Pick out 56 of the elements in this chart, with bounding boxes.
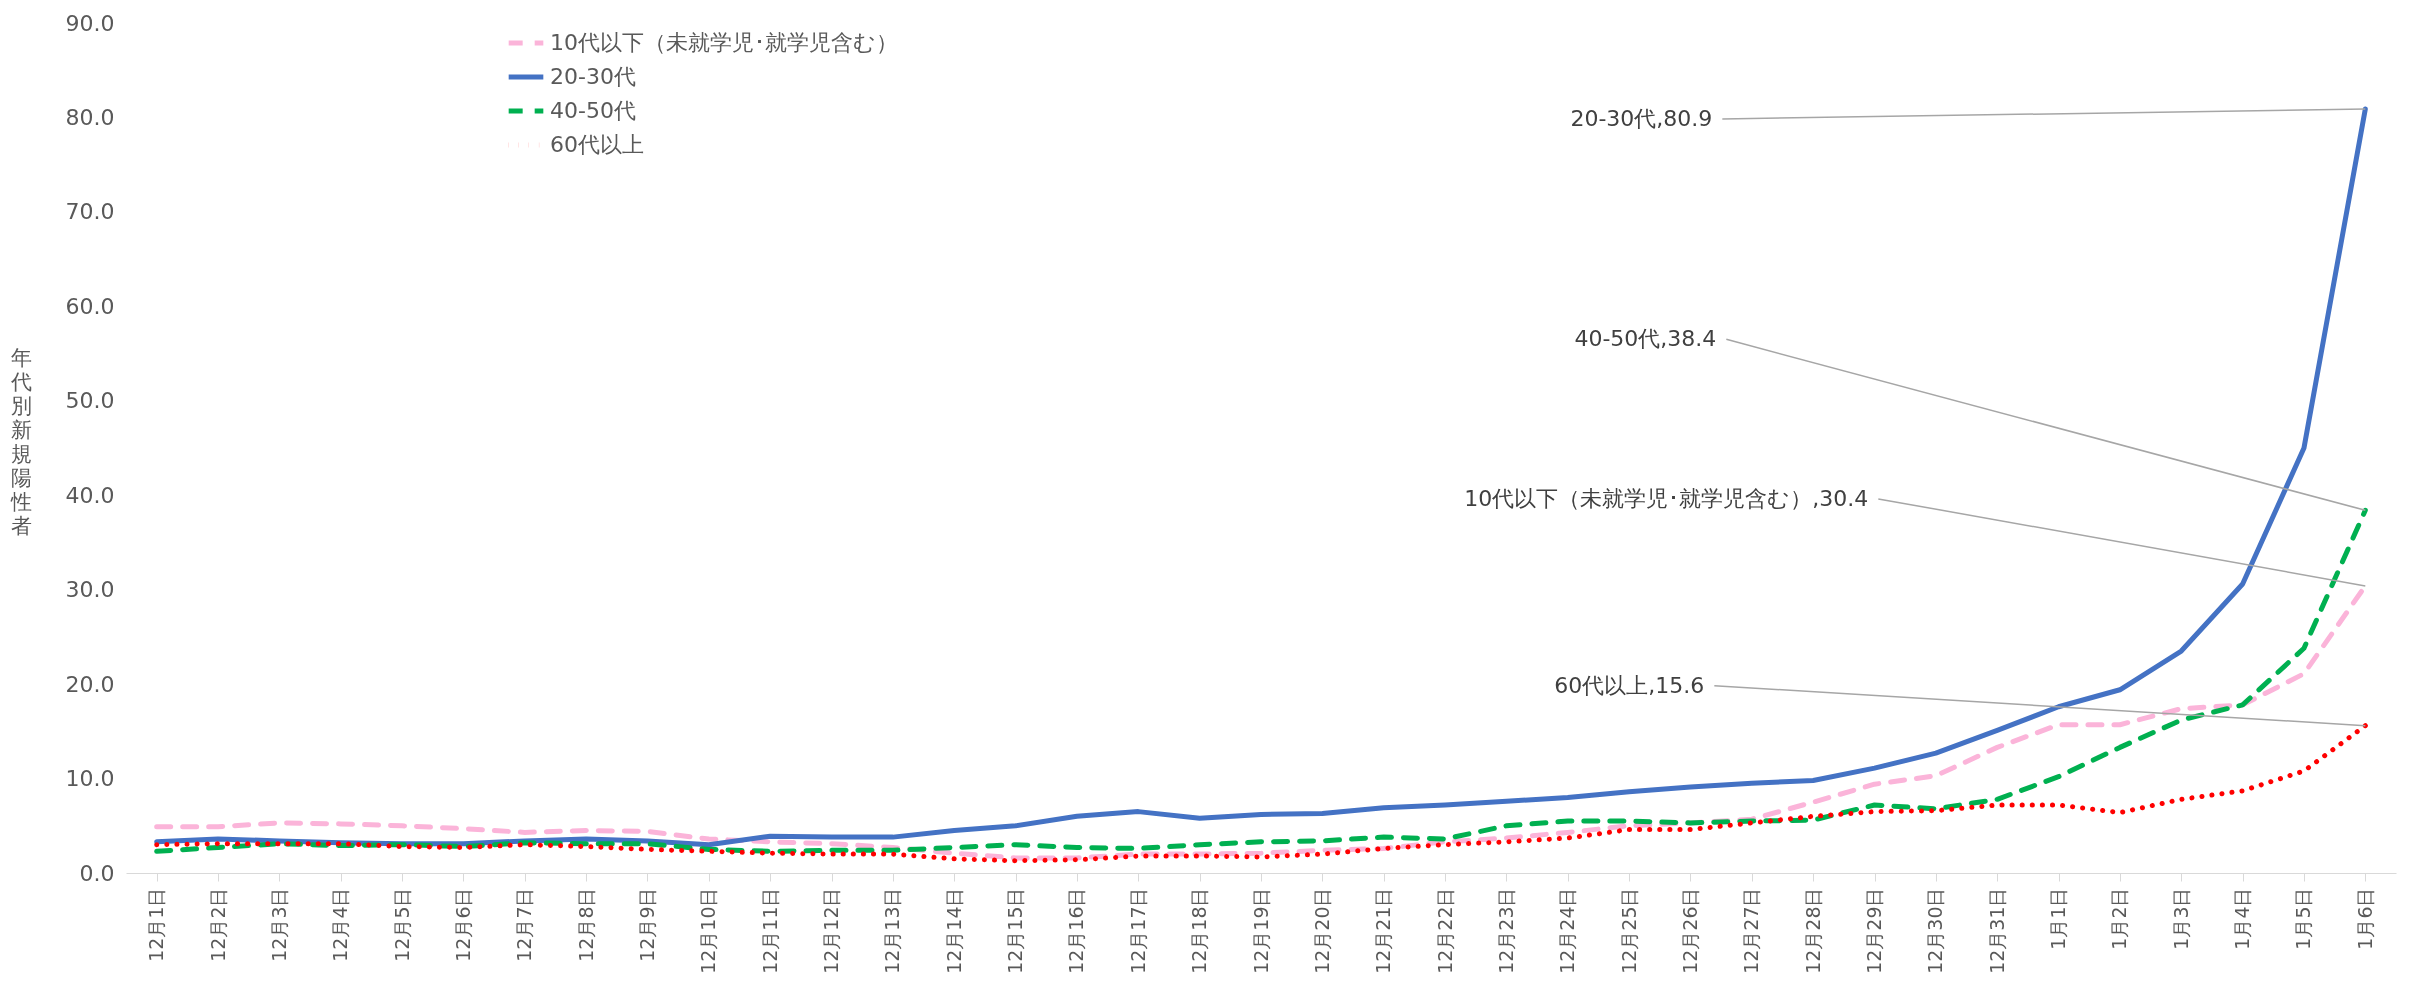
x-tick-label: 12月2日 [206,887,229,962]
x-tick-label: 12月19日 [1249,887,1272,974]
x-tick-label: 1月2日 [2108,887,2131,950]
x-tick-label: 1月4日 [2231,887,2254,950]
legend-label: 10代以下（未就学児･就学児含む） [550,30,898,55]
x-tick-label: 12月17日 [1126,887,1149,974]
x-tick-label: 12月14日 [942,887,965,974]
y-tick-label: 50.0 [65,388,115,414]
y-tick-label: 80.0 [65,104,115,130]
x-tick-label: 12月12日 [820,887,843,974]
x-tick-label: 12月22日 [1433,887,1456,974]
x-tick-label: 12月18日 [1188,887,1211,974]
x-tick-label: 12月9日 [635,887,658,962]
x-tick-label: 1月1日 [2047,887,2070,950]
y-axis-title: 年代別新規陽性者 [10,345,32,538]
x-tick-label: 12月27日 [1740,887,1763,974]
x-tick-label: 12月3日 [267,887,290,962]
y-tick-label: 40.0 [65,482,115,508]
x-tick-label: 12月6日 [451,887,474,962]
x-tick-label: 12月11日 [758,887,781,974]
x-tick-label: 12月21日 [1372,887,1395,974]
x-tick-label: 12月10日 [697,887,720,974]
annotation: 10代以下（未就学児･就学児含む）,30.4 [1464,485,1869,511]
legend-label: 40-50代 [550,98,636,123]
x-tick-label: 12月26日 [1678,887,1701,974]
y-tick-label: 60.0 [65,293,115,319]
annotation: 60代以上,15.6 [1554,672,1705,698]
annotation: 40-50代,38.4 [1574,326,1717,352]
x-tick-label: 12月25日 [1617,887,1640,974]
x-tick-label: 12月31日 [1985,887,2008,974]
y-tick-label: 10.0 [65,766,115,792]
x-tick-label: 1月5日 [2292,887,2315,950]
annotation: 20-30代,80.9 [1570,105,1713,131]
legend-label: 60代以上 [550,132,644,157]
x-tick-label: 12月1日 [145,887,168,962]
x-tick-label: 12月30日 [1924,887,1947,974]
y-tick-label: 20.0 [65,671,115,697]
x-tick-label: 12月24日 [1556,887,1579,974]
x-tick-label: 12月13日 [881,887,904,974]
x-tick-label: 1月3日 [2169,887,2192,950]
y-tick-label: 70.0 [65,199,115,225]
x-tick-label: 12月7日 [513,887,536,962]
x-tick-label: 12月8日 [574,887,597,962]
x-tick-label: 12月15日 [1004,887,1027,974]
x-tick-label: 1月6日 [2353,887,2376,950]
x-tick-label: 12月16日 [1065,887,1088,974]
y-tick-label: 90.0 [65,10,115,36]
x-tick-label: 12月20日 [1310,887,1333,974]
y-tick-label: 30.0 [65,577,115,603]
y-tick-label: 0.0 [79,860,115,886]
legend-label: 20-30代 [550,64,636,89]
x-tick-label: 12月28日 [1801,887,1824,974]
x-tick-label: 12月29日 [1863,887,1886,974]
x-tick-label: 12月23日 [1494,887,1517,974]
x-tick-label: 12月5日 [390,887,413,962]
x-tick-label: 12月4日 [329,887,352,962]
